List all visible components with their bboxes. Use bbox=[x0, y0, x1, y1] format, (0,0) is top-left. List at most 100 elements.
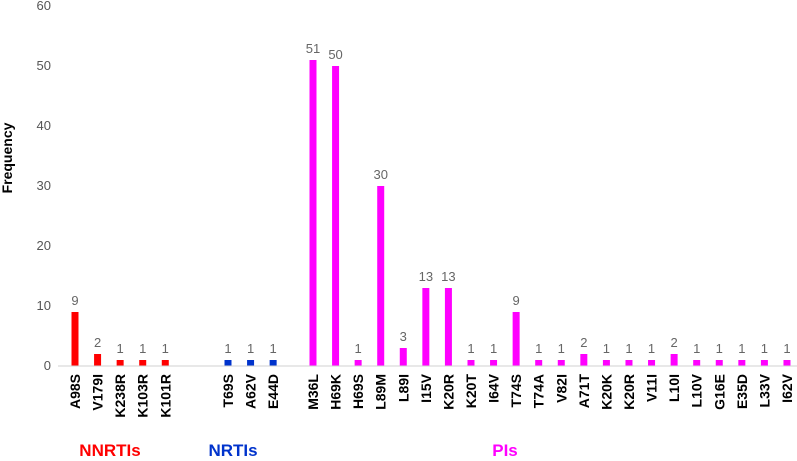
data-label: 1 bbox=[603, 341, 610, 356]
bar bbox=[332, 66, 340, 366]
x-tick-label: I15V bbox=[418, 373, 434, 402]
x-tick-label: E44D bbox=[265, 374, 281, 409]
data-label: 9 bbox=[513, 293, 520, 308]
y-tick-label: 20 bbox=[37, 238, 51, 253]
group-labels: NNRTIs NRTIs PIs bbox=[79, 441, 517, 460]
data-label: 50 bbox=[328, 47, 342, 62]
data-label: 1 bbox=[247, 341, 254, 356]
x-axis-labels: A98S V179I K238R K103R K101R T69S A62V E44D M36L… bbox=[67, 373, 795, 418]
x-tick-label: L10V bbox=[689, 373, 705, 407]
data-label: 1 bbox=[117, 341, 124, 356]
bar bbox=[738, 360, 746, 366]
x-tick-label: K20T bbox=[463, 374, 479, 409]
data-labels: 921111115150130313131191121112111111 bbox=[71, 41, 790, 356]
x-tick-label: T74S bbox=[508, 374, 524, 407]
bar bbox=[648, 360, 656, 366]
data-label: 1 bbox=[490, 341, 497, 356]
bar bbox=[760, 360, 768, 366]
group-label: NRTIs bbox=[208, 441, 257, 460]
data-label: 1 bbox=[162, 341, 169, 356]
x-tick-label: H69S bbox=[350, 374, 366, 409]
bar bbox=[444, 288, 452, 366]
x-tick-label: T69S bbox=[220, 374, 236, 407]
x-tick-label: I64V bbox=[486, 373, 502, 402]
data-label: 1 bbox=[761, 341, 768, 356]
bar bbox=[715, 360, 723, 366]
bar bbox=[557, 360, 565, 366]
x-tick-label: K238R bbox=[112, 374, 128, 418]
bar bbox=[670, 354, 678, 366]
data-label: 30 bbox=[373, 167, 387, 182]
bar bbox=[602, 360, 610, 366]
bar bbox=[580, 354, 588, 366]
data-label: 1 bbox=[467, 341, 474, 356]
bar bbox=[354, 360, 362, 366]
y-tick-label: 50 bbox=[37, 58, 51, 73]
bar bbox=[224, 360, 232, 366]
data-label: 1 bbox=[693, 341, 700, 356]
data-label: 1 bbox=[535, 341, 542, 356]
x-tick-label: K101R bbox=[157, 374, 173, 418]
bar bbox=[247, 360, 255, 366]
x-tick-label: V11I bbox=[644, 374, 660, 402]
x-tick-label: A71T bbox=[576, 374, 592, 409]
bar bbox=[625, 360, 633, 366]
x-tick-label: V179I bbox=[90, 374, 106, 411]
x-tick-label: V82I bbox=[553, 374, 569, 403]
x-tick-label: L89I bbox=[395, 374, 411, 402]
y-axis-title: Frequency bbox=[0, 122, 15, 193]
x-tick-label: K103R bbox=[135, 374, 151, 418]
y-tick-label: 30 bbox=[37, 178, 51, 193]
bar bbox=[139, 360, 147, 366]
data-label: 1 bbox=[224, 341, 231, 356]
data-label: 51 bbox=[306, 41, 320, 56]
bar bbox=[94, 354, 102, 366]
bars bbox=[71, 60, 791, 366]
data-label: 2 bbox=[671, 335, 678, 350]
y-tick-label: 60 bbox=[37, 0, 51, 13]
data-label: 1 bbox=[270, 341, 277, 356]
data-label: 1 bbox=[625, 341, 632, 356]
x-tick-label: A62V bbox=[243, 373, 259, 409]
x-tick-label: K20K bbox=[598, 374, 614, 410]
bar bbox=[116, 360, 124, 366]
x-tick-label: K20R bbox=[440, 374, 456, 410]
y-tick-label: 40 bbox=[37, 118, 51, 133]
data-label: 2 bbox=[580, 335, 587, 350]
x-tick-label: T74A bbox=[531, 374, 547, 408]
bar bbox=[422, 288, 430, 366]
bar bbox=[309, 60, 317, 366]
bar bbox=[399, 348, 407, 366]
x-tick-label: G16E bbox=[711, 374, 727, 410]
x-tick-label: K20R bbox=[621, 374, 637, 410]
data-label: 1 bbox=[738, 341, 745, 356]
bar bbox=[693, 360, 701, 366]
data-label: 1 bbox=[558, 341, 565, 356]
data-label: 1 bbox=[648, 341, 655, 356]
data-label: 1 bbox=[783, 341, 790, 356]
bar bbox=[467, 360, 475, 366]
bar bbox=[783, 360, 791, 366]
bar bbox=[269, 360, 277, 366]
bar bbox=[512, 312, 520, 366]
x-tick-label: E35D bbox=[734, 374, 750, 409]
x-tick-label: M36L bbox=[305, 374, 321, 410]
data-label: 2 bbox=[94, 335, 101, 350]
data-label: 13 bbox=[419, 269, 433, 284]
bar bbox=[71, 312, 79, 366]
data-label: 1 bbox=[355, 341, 362, 356]
data-label: 3 bbox=[400, 329, 407, 344]
data-label: 9 bbox=[71, 293, 78, 308]
data-label: 1 bbox=[716, 341, 723, 356]
data-label: 1 bbox=[139, 341, 146, 356]
x-tick-label: I62V bbox=[779, 373, 795, 402]
data-label: 13 bbox=[441, 269, 455, 284]
x-tick-label: A98S bbox=[67, 374, 83, 409]
y-axis: 0 10 20 30 40 50 60 bbox=[37, 0, 51, 373]
bar bbox=[377, 186, 385, 366]
bar bbox=[490, 360, 498, 366]
bar bbox=[535, 360, 543, 366]
x-tick-label: L10I bbox=[666, 374, 682, 402]
bar bbox=[161, 360, 169, 366]
